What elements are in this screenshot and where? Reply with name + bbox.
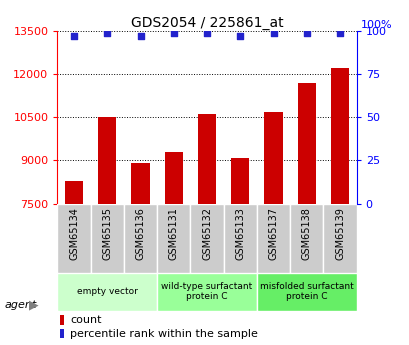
Title: GDS2054 / 225861_at: GDS2054 / 225861_at xyxy=(130,16,283,30)
Bar xyxy=(157,273,256,311)
Point xyxy=(170,30,177,36)
Bar xyxy=(264,111,282,204)
Text: GSM65131: GSM65131 xyxy=(169,207,178,260)
Bar xyxy=(124,204,157,273)
Bar xyxy=(57,273,157,311)
Text: GSM65135: GSM65135 xyxy=(102,207,112,260)
Text: GSM65132: GSM65132 xyxy=(202,207,211,260)
Bar xyxy=(256,273,356,311)
Bar xyxy=(198,115,216,204)
Text: GSM65133: GSM65133 xyxy=(235,207,245,260)
Point xyxy=(270,30,276,36)
Bar xyxy=(330,68,348,204)
Bar xyxy=(57,204,90,273)
Point xyxy=(104,30,110,36)
Bar xyxy=(256,204,290,273)
Text: misfolded surfactant
protein C: misfolded surfactant protein C xyxy=(259,282,353,302)
Point xyxy=(303,30,309,36)
Bar xyxy=(323,204,356,273)
Bar xyxy=(60,315,64,325)
Text: GSM65134: GSM65134 xyxy=(69,207,79,260)
Point xyxy=(203,30,210,36)
Point xyxy=(336,30,342,36)
Text: agent: agent xyxy=(4,300,36,310)
Bar xyxy=(231,158,249,204)
Bar xyxy=(290,204,323,273)
Text: count: count xyxy=(70,315,101,325)
Text: GSM65137: GSM65137 xyxy=(268,207,278,260)
Text: wild-type surfactant
protein C: wild-type surfactant protein C xyxy=(161,282,252,302)
Text: ▶: ▶ xyxy=(29,299,38,312)
Bar xyxy=(223,204,256,273)
Text: GSM65136: GSM65136 xyxy=(135,207,145,260)
Point xyxy=(137,33,144,39)
Bar xyxy=(157,204,190,273)
Bar xyxy=(164,152,182,204)
Text: 100%: 100% xyxy=(360,20,391,30)
Bar xyxy=(297,83,315,204)
Bar xyxy=(90,204,124,273)
Text: GSM65138: GSM65138 xyxy=(301,207,311,260)
Bar xyxy=(65,180,83,204)
Point xyxy=(236,33,243,39)
Text: empty vector: empty vector xyxy=(76,287,137,296)
Bar xyxy=(131,163,149,204)
Bar xyxy=(190,204,223,273)
Text: percentile rank within the sample: percentile rank within the sample xyxy=(70,329,257,339)
Text: GSM65139: GSM65139 xyxy=(334,207,344,260)
Bar xyxy=(60,329,64,338)
Bar xyxy=(98,117,116,204)
Point xyxy=(71,33,77,39)
